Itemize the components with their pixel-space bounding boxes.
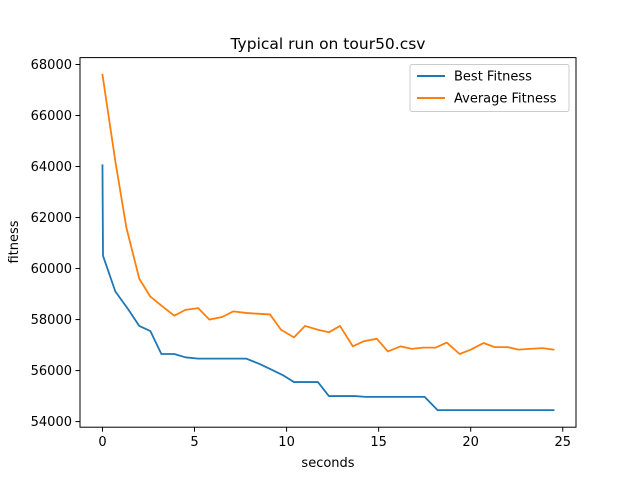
y-tick-label: 66000 — [31, 109, 72, 124]
y-axis-ticks: 54000 56000 58000 60000 62000 64000 66000 68000 — [31, 58, 80, 430]
legend: Best Fitness Average Fitness — [409, 64, 570, 112]
y-tick-label: 64000 — [31, 160, 72, 175]
y-tick-label: 62000 — [31, 211, 72, 226]
y-tick-label: 56000 — [31, 364, 72, 379]
plot-lines — [101, 73, 555, 412]
y-tick-label: 58000 — [31, 313, 72, 328]
legend-label-best-fitness: Best Fitness — [454, 70, 532, 85]
x-tick-label: 15 — [370, 435, 387, 450]
chart-title: Typical run on tour50.csv — [230, 35, 426, 53]
legend-box — [409, 64, 570, 112]
x-tick-label: 25 — [554, 435, 571, 450]
series-line-average-fitness — [101, 73, 555, 355]
x-tick-label: 20 — [462, 435, 479, 450]
y-axis-label: fitness — [7, 220, 22, 263]
x-tick-label: 10 — [278, 435, 295, 450]
legend-label-average-fitness: Average Fitness — [454, 92, 557, 107]
x-axis-ticks: 0 5 10 15 20 25 — [98, 427, 571, 450]
y-tick-label: 54000 — [31, 415, 72, 430]
y-tick-label: 68000 — [31, 58, 72, 73]
series-line-best-fitness — [101, 164, 555, 412]
x-axis-label: seconds — [301, 456, 354, 471]
x-tick-label: 0 — [98, 435, 106, 450]
plot-frame — [79, 57, 577, 428]
y-tick-label: 60000 — [31, 262, 72, 277]
x-tick-label: 5 — [190, 435, 198, 450]
